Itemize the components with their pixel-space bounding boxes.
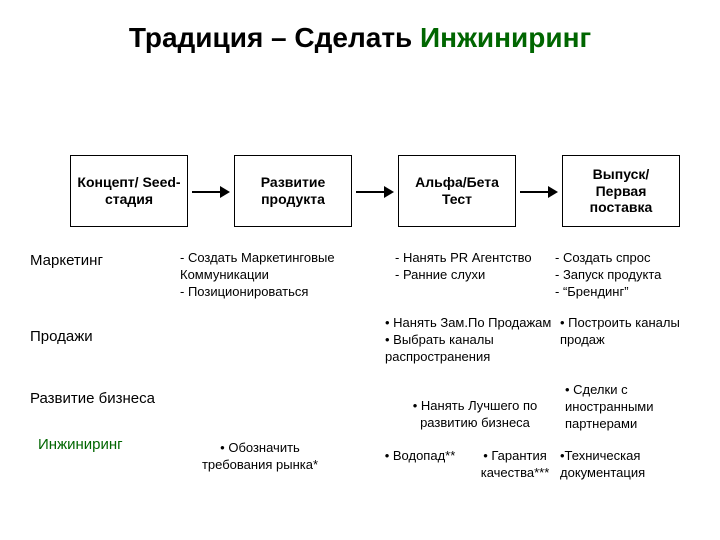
cell-sales-col4: • Построить каналы продаж <box>560 315 700 349</box>
cell-eng-col3b: • Гарантия качества*** <box>465 448 565 482</box>
cell-marketing-col2: - Создать Маркетинговые Коммуникации- По… <box>180 250 350 301</box>
row-label-marketing: Маркетинг <box>30 252 103 269</box>
row-label-bizdev: Развитие бизнеса <box>30 390 155 407</box>
page-title: Традиция – Сделать Инжиниринг <box>0 22 720 54</box>
title-prefix: Традиция – Сделать <box>129 22 420 53</box>
cell-eng-col3a: • Водопад** <box>375 448 465 465</box>
cell-eng-col4: •Техническая документация <box>560 448 705 482</box>
stage-box-2: Развитие продукта <box>234 155 352 227</box>
arrow-3 <box>520 191 558 192</box>
cell-bizdev-col4: • Сделки с иностранными партнерами <box>565 382 705 433</box>
stage-box-4: Выпуск/ Первая поставка <box>562 155 680 227</box>
row-label-sales: Продажи <box>30 328 93 345</box>
stage-box-3: Альфа/Бета Тест <box>398 155 516 227</box>
row-label-engineering: Инжиниринг <box>38 436 123 453</box>
title-accent: Инжиниринг <box>420 22 591 53</box>
cell-marketing-col4: - Создать спрос- Запуск продукта- “Бренд… <box>555 250 710 301</box>
arrow-2 <box>356 191 394 192</box>
cell-eng-col2: • Обозначить требования рынка* <box>195 440 325 474</box>
cell-marketing-col3: - Нанять PR Агентство- Ранние слухи <box>395 250 545 284</box>
stage-box-1: Концепт/ Seed-стадия <box>70 155 188 227</box>
cell-bizdev-col3: • Нанять Лучшего по развитию бизнеса <box>400 398 550 432</box>
cell-sales-col3: • Нанять Зам.По Продажам• Выбрать каналы… <box>385 315 555 366</box>
flow-row: Концепт/ Seed-стадия Развитие продукта А… <box>70 155 680 227</box>
arrow-1 <box>192 191 230 192</box>
